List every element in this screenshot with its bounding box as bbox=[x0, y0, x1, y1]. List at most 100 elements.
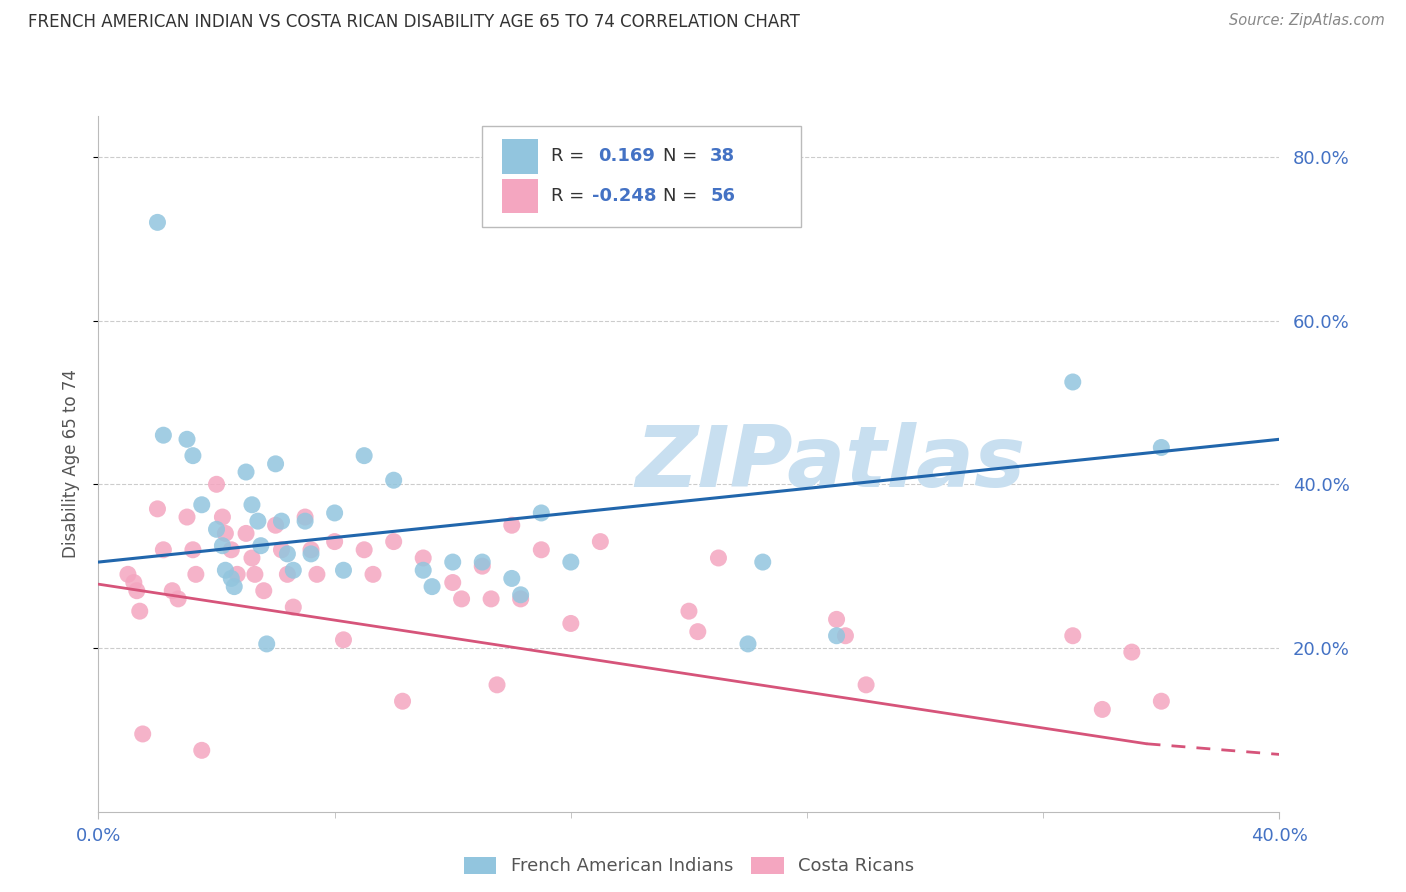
Legend: French American Indians, Costa Ricans: French American Indians, Costa Ricans bbox=[457, 849, 921, 883]
Point bbox=[509, 588, 531, 602]
FancyBboxPatch shape bbox=[502, 178, 537, 213]
Point bbox=[361, 567, 384, 582]
Point bbox=[176, 432, 198, 446]
Point bbox=[270, 542, 292, 557]
Point bbox=[391, 694, 413, 708]
Point bbox=[855, 678, 877, 692]
Point bbox=[509, 591, 531, 606]
FancyBboxPatch shape bbox=[502, 139, 537, 174]
Point bbox=[184, 567, 207, 582]
FancyBboxPatch shape bbox=[482, 127, 801, 227]
Text: 0.169: 0.169 bbox=[598, 146, 655, 165]
Point bbox=[243, 567, 266, 582]
Point bbox=[162, 583, 183, 598]
Point bbox=[250, 539, 273, 553]
Point bbox=[264, 457, 287, 471]
Point bbox=[276, 567, 298, 582]
Point bbox=[253, 583, 276, 598]
Point bbox=[471, 559, 494, 574]
Point bbox=[678, 604, 700, 618]
Point bbox=[181, 449, 204, 463]
Point bbox=[256, 637, 278, 651]
Point bbox=[441, 555, 464, 569]
Text: FRENCH AMERICAN INDIAN VS COSTA RICAN DISABILITY AGE 65 TO 74 CORRELATION CHART: FRENCH AMERICAN INDIAN VS COSTA RICAN DI… bbox=[28, 13, 800, 31]
Point bbox=[176, 510, 198, 524]
Point bbox=[471, 555, 494, 569]
Point bbox=[235, 526, 257, 541]
Point bbox=[412, 563, 434, 577]
Point bbox=[214, 526, 236, 541]
Point bbox=[1150, 694, 1173, 708]
Point bbox=[751, 555, 773, 569]
Point bbox=[1062, 629, 1084, 643]
Point bbox=[501, 518, 523, 533]
Point bbox=[211, 510, 233, 524]
Point bbox=[167, 591, 190, 606]
Point bbox=[264, 518, 287, 533]
Text: Source: ZipAtlas.com: Source: ZipAtlas.com bbox=[1229, 13, 1385, 29]
Point bbox=[1150, 441, 1173, 455]
Point bbox=[240, 551, 263, 566]
Point bbox=[205, 522, 228, 536]
Point bbox=[191, 743, 214, 757]
Point bbox=[146, 215, 169, 229]
Point bbox=[240, 498, 263, 512]
Point bbox=[235, 465, 257, 479]
Point bbox=[117, 567, 139, 582]
Text: N =: N = bbox=[664, 187, 703, 205]
Point bbox=[441, 575, 464, 590]
Point bbox=[132, 727, 155, 741]
Point bbox=[1062, 375, 1084, 389]
Point bbox=[530, 506, 553, 520]
Point bbox=[501, 571, 523, 585]
Point bbox=[486, 678, 509, 692]
Text: ZIPatlas: ZIPatlas bbox=[636, 422, 1026, 506]
Point bbox=[382, 534, 405, 549]
Point bbox=[1091, 702, 1114, 716]
Point bbox=[224, 580, 246, 594]
Point bbox=[205, 477, 228, 491]
Text: 56: 56 bbox=[710, 187, 735, 205]
Point bbox=[299, 547, 322, 561]
Point bbox=[219, 571, 242, 585]
Point bbox=[479, 591, 502, 606]
Point bbox=[283, 600, 305, 615]
Point bbox=[332, 563, 354, 577]
Point bbox=[530, 542, 553, 557]
Point bbox=[323, 506, 346, 520]
Text: R =: R = bbox=[551, 146, 589, 165]
Point bbox=[211, 539, 233, 553]
Point bbox=[560, 555, 582, 569]
Point bbox=[450, 591, 472, 606]
Point bbox=[294, 514, 316, 528]
Point bbox=[412, 551, 434, 566]
Text: R =: R = bbox=[551, 187, 589, 205]
Point bbox=[246, 514, 269, 528]
Point bbox=[276, 547, 298, 561]
Point bbox=[825, 612, 848, 626]
Point bbox=[128, 604, 150, 618]
Point bbox=[226, 567, 249, 582]
Point bbox=[283, 563, 305, 577]
Point bbox=[825, 629, 848, 643]
Point bbox=[125, 583, 148, 598]
Point bbox=[589, 534, 612, 549]
Point bbox=[294, 510, 316, 524]
Text: -0.248: -0.248 bbox=[592, 187, 657, 205]
Point bbox=[323, 534, 346, 549]
Text: N =: N = bbox=[664, 146, 703, 165]
Point bbox=[560, 616, 582, 631]
Point bbox=[353, 449, 375, 463]
Point bbox=[420, 580, 443, 594]
Point bbox=[191, 498, 214, 512]
Point bbox=[214, 563, 236, 577]
Point bbox=[737, 637, 759, 651]
Point bbox=[146, 501, 169, 516]
Point bbox=[834, 629, 856, 643]
Point bbox=[332, 632, 354, 647]
Point bbox=[1121, 645, 1143, 659]
Point bbox=[686, 624, 709, 639]
Point bbox=[122, 575, 145, 590]
Point bbox=[382, 473, 405, 487]
Point bbox=[707, 551, 730, 566]
